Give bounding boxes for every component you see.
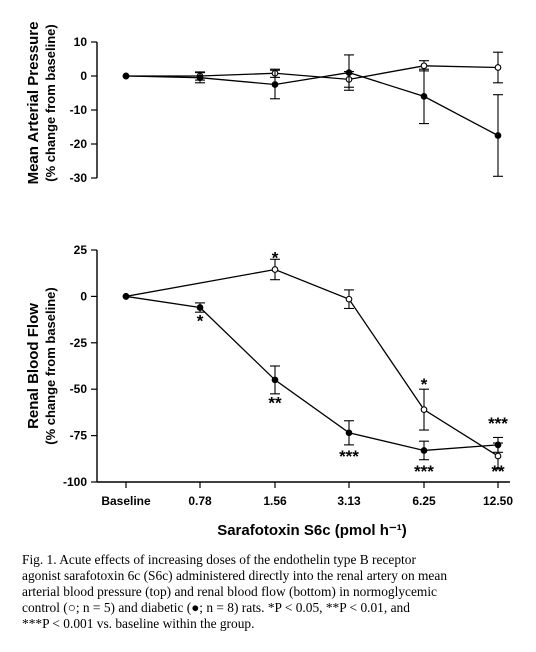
mean-arterial-pressure-panel: 10 0 -10 -20 -30 Mean Arterial Pressure(% cha… bbox=[25, 22, 503, 185]
map-y-tick-label: -30 bbox=[70, 171, 88, 185]
rbf-x-tick-label: 1.56 bbox=[263, 494, 287, 508]
map-series-2-point bbox=[271, 81, 279, 88]
rbf-significance-label: *** bbox=[488, 414, 508, 433]
rbf-x-tick-label: 3.13 bbox=[337, 494, 361, 508]
rbf-significance-label: *** bbox=[414, 462, 434, 481]
rbf-series-1-point bbox=[420, 406, 428, 413]
map-y-axis-label-line1: Mean Arterial Pressure bbox=[25, 22, 42, 185]
rbf-x-tick-label: 12.50 bbox=[483, 494, 513, 508]
map-series-2-point bbox=[420, 93, 428, 100]
figure-caption: Fig. 1. Acute effects of increasing dose… bbox=[22, 552, 522, 632]
rbf-y-tick-label: -75 bbox=[70, 429, 88, 443]
rbf-significance-label: * bbox=[272, 249, 279, 268]
rbf-significance-label: ** bbox=[491, 462, 505, 481]
map-series-1-point bbox=[420, 62, 428, 70]
rbf-x-axis-label: Sarafotoxin S6c (pmol h⁻¹) bbox=[217, 522, 407, 539]
caption-line-4: control (○; n = 5) and diabetic (●; n = … bbox=[22, 600, 410, 615]
rbf-series-1-point bbox=[345, 295, 353, 303]
renal-blood-flow-panel: 25 0 -25 -50 -75 -100 Baseline 0.78 1.56 3.13 6.25… bbox=[25, 243, 513, 539]
map-y-tick-label: -20 bbox=[70, 137, 88, 151]
rbf-y-axis-label-line2: (% change from baseline) bbox=[43, 287, 58, 444]
caption-line-5: ***P < 0.001 vs. baseline within the gro… bbox=[22, 616, 255, 631]
map-series-2-line bbox=[125, 71, 499, 137]
map-series-2-point bbox=[196, 74, 204, 82]
rbf-significance-label: * bbox=[197, 312, 204, 331]
map-y-axis-label: Mean Arterial Pressure(% change from bas… bbox=[25, 22, 58, 185]
rbf-x-tick-label: 6.25 bbox=[412, 494, 436, 508]
rbf-series-2-line bbox=[125, 295, 499, 452]
map-y-tick-label: 0 bbox=[80, 69, 87, 83]
caption-line-1: Fig. 1. Acute effects of increasing dose… bbox=[22, 552, 416, 567]
rbf-series-1-line bbox=[125, 268, 499, 457]
rbf-series-1-point bbox=[494, 452, 502, 460]
rbf-y-tick-label: -100 bbox=[63, 475, 87, 489]
rbf-y-tick-label: 25 bbox=[74, 243, 88, 257]
rbf-y-tick-label: -50 bbox=[70, 382, 88, 396]
map-y-tick-label: 10 bbox=[74, 35, 88, 49]
rbf-series-1-point bbox=[271, 266, 279, 273]
caption-line-3: arterial blood pressure (top) and renal … bbox=[22, 584, 437, 599]
caption-line-2: agonist sarafotoxin 6c (S6c) administere… bbox=[22, 568, 448, 583]
rbf-y-tick-label: -25 bbox=[70, 336, 88, 350]
rbf-series-2-point bbox=[196, 304, 204, 311]
rbf-y-axis-label: Renal Blood Flow(% change from baseline) bbox=[25, 287, 58, 444]
rbf-y-tick-label: 0 bbox=[80, 289, 87, 303]
rbf-significance-label: ** bbox=[268, 393, 282, 412]
map-series-2-point bbox=[494, 132, 502, 139]
map-series-1-line bbox=[126, 65, 499, 81]
rbf-series-2-point bbox=[420, 447, 428, 454]
map-y-tick-label: -10 bbox=[70, 103, 88, 117]
map-series-2-point bbox=[345, 69, 353, 76]
map-y-axis-label-line2: (% change from baseline) bbox=[43, 24, 58, 181]
rbf-significance-label: *** bbox=[339, 447, 359, 466]
rbf-series-2-point bbox=[271, 376, 279, 384]
map-series-1-point bbox=[494, 64, 502, 71]
rbf-series-2-point bbox=[122, 293, 130, 300]
rbf-y-axis-label-line1: Renal Blood Flow bbox=[25, 303, 42, 429]
rbf-x-tick-label: Baseline bbox=[101, 494, 151, 508]
rbf-series-2-point bbox=[494, 441, 502, 449]
rbf-x-tick-label: 0.78 bbox=[188, 494, 212, 508]
rbf-series-2-point bbox=[345, 429, 353, 437]
map-series-2-point bbox=[122, 72, 130, 80]
rbf-significance-label: * bbox=[421, 375, 428, 394]
